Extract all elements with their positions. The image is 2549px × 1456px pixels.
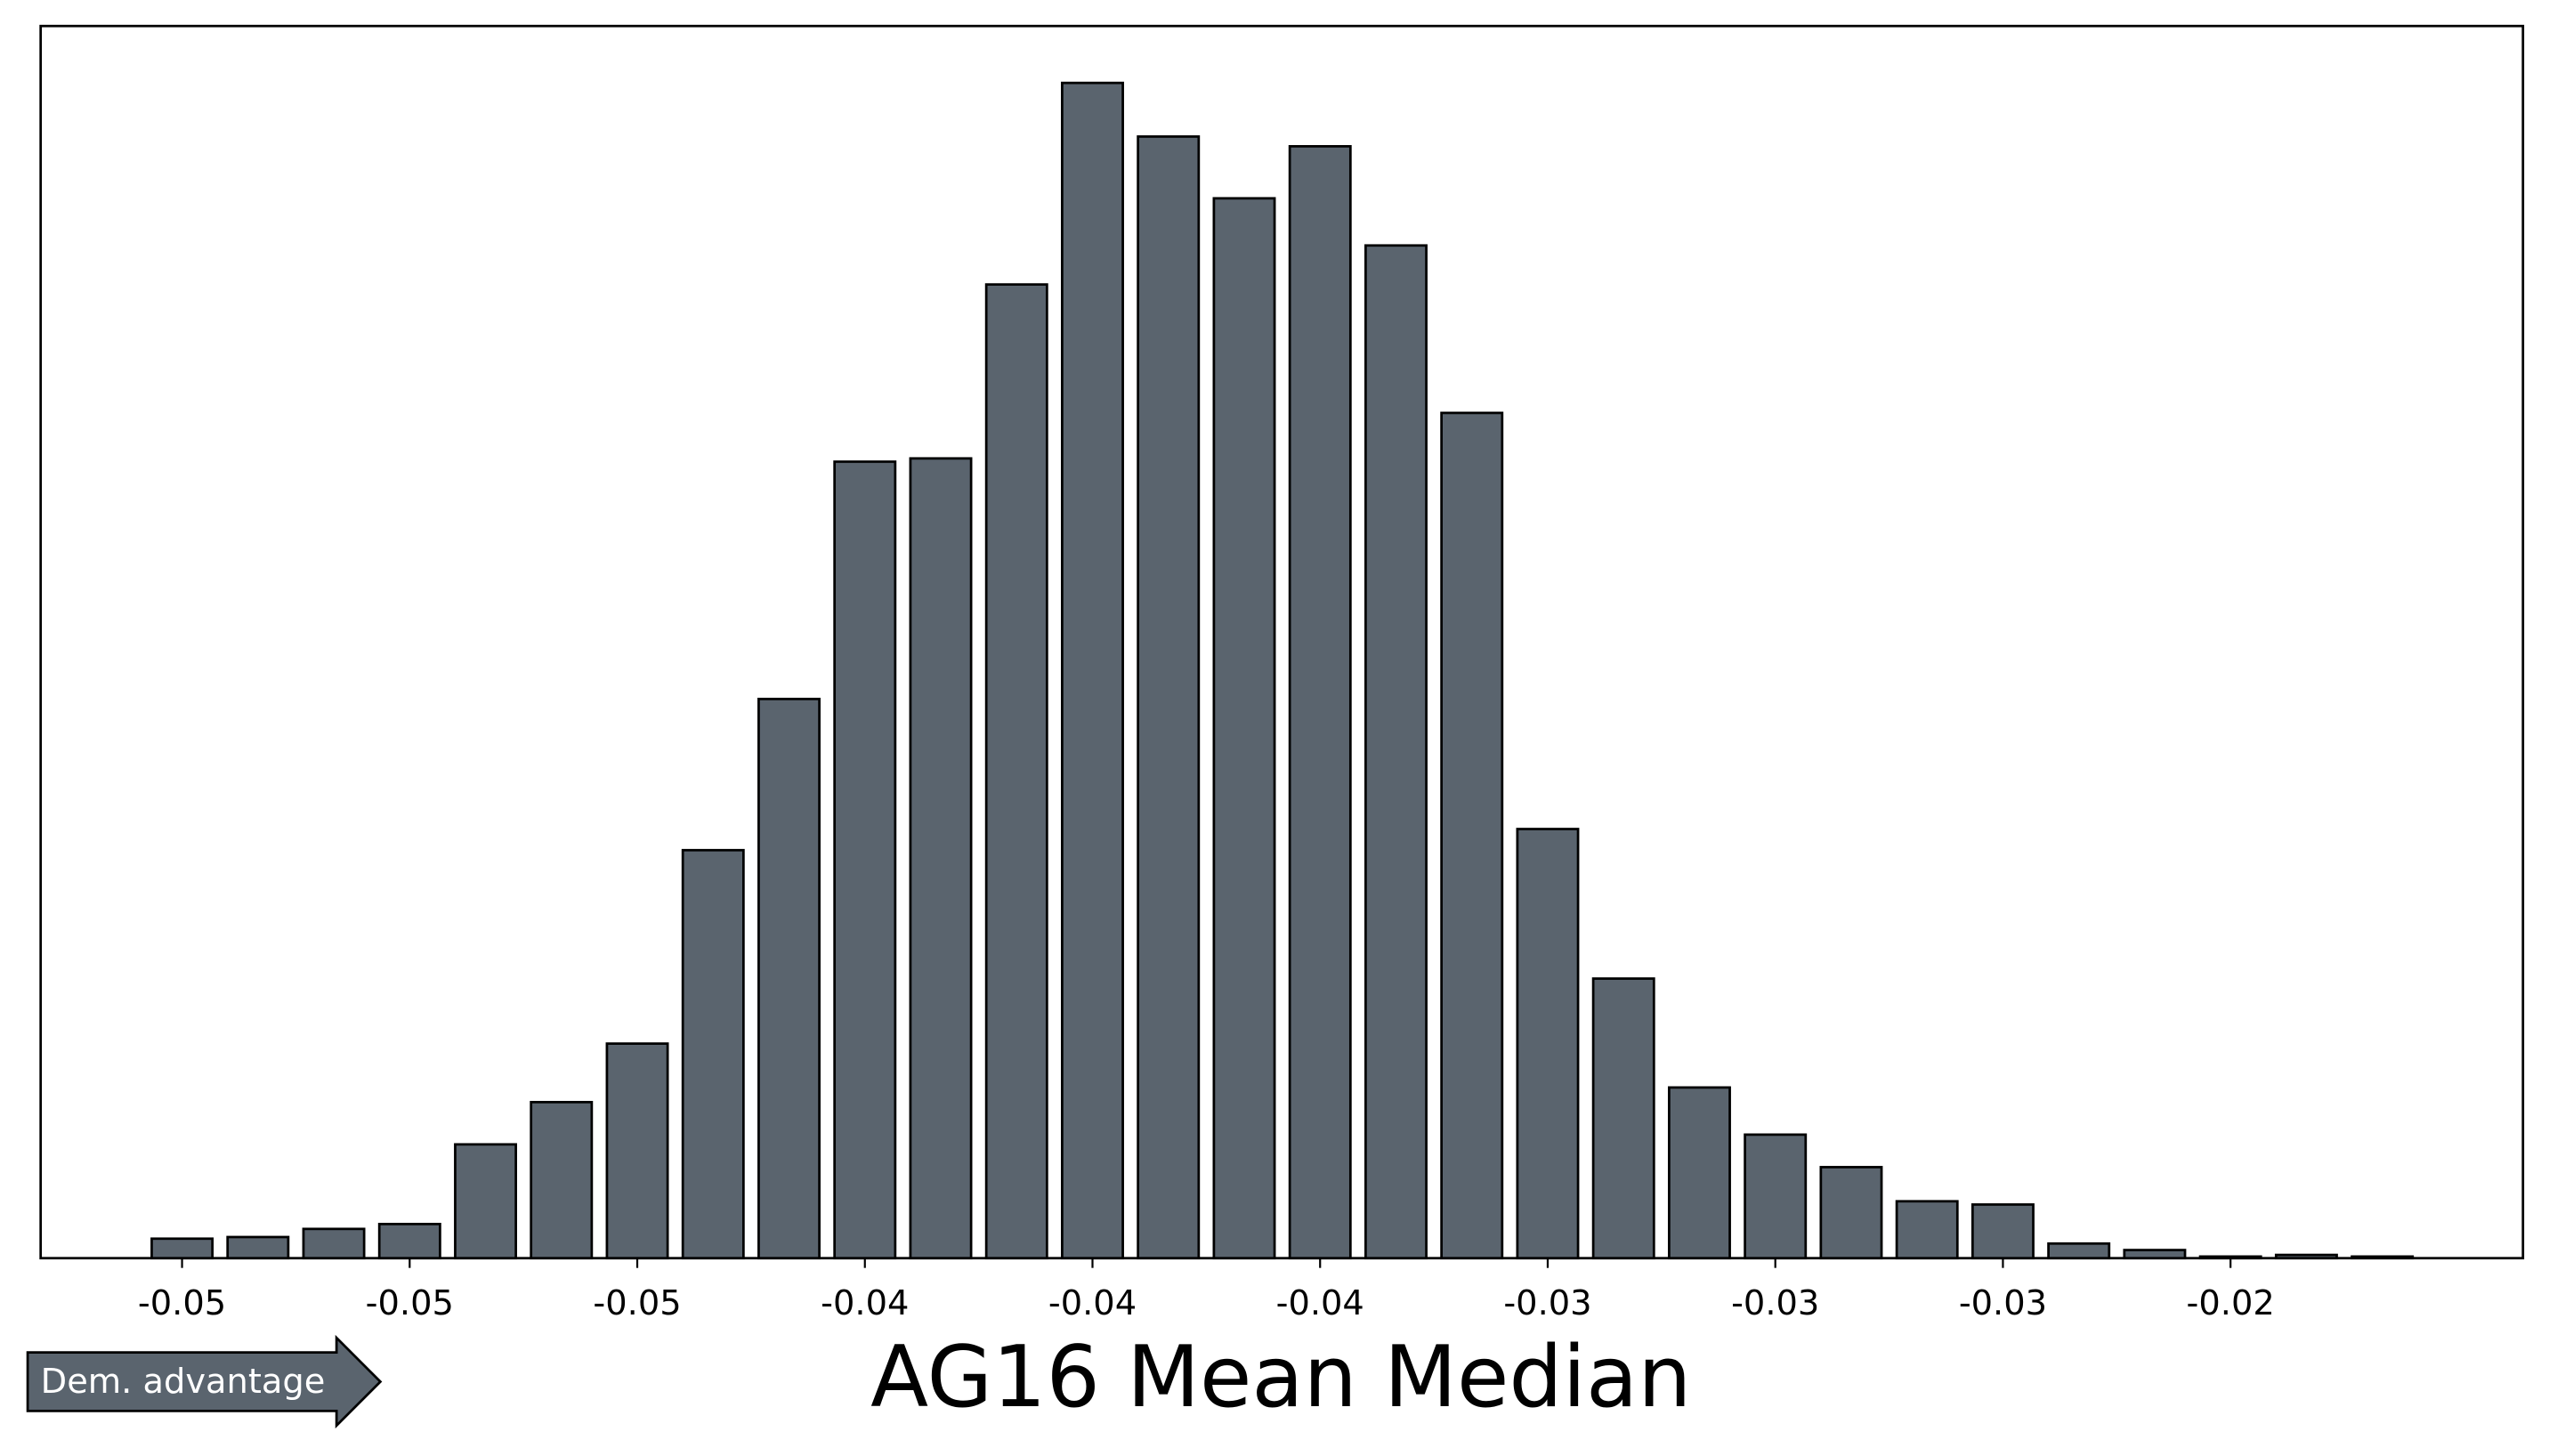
bar [1061,81,1124,1260]
x-tick-label: -0.05 [366,1283,454,1323]
bar [1212,197,1276,1260]
x-tick-label: -0.05 [138,1283,226,1323]
bar [1440,411,1504,1260]
bar [1895,1200,1959,1260]
bar [454,1143,517,1260]
x-tick-label: -0.03 [1503,1283,1591,1323]
plot-frame [39,24,2525,1260]
bar [1970,1203,2035,1260]
bar [1364,244,1428,1260]
x-tick-label: -0.05 [593,1283,681,1323]
bar [2047,1242,2111,1260]
x-tick-label: -0.03 [1731,1283,1819,1323]
annotation-arrow [26,1334,383,1429]
bar [909,457,973,1260]
bar [150,1237,214,1260]
bar [2198,1255,2262,1260]
x-tick-label: -0.02 [2187,1283,2275,1323]
bar [681,848,745,1260]
x-tick-label: -0.04 [821,1283,909,1323]
bar [605,1042,669,1260]
bar [2123,1249,2187,1260]
x-tick-label: -0.03 [1959,1283,2047,1323]
bar [2351,1255,2415,1260]
bar [226,1235,290,1260]
bar [1591,977,1655,1260]
bar [984,283,1048,1260]
bar [377,1222,441,1260]
bar [1744,1133,1808,1260]
bar [1667,1086,1731,1260]
bar [2274,1253,2338,1260]
bar [1516,828,1580,1260]
bar [1819,1166,1883,1260]
bar [302,1227,366,1260]
bar [757,698,821,1260]
bar [1137,135,1201,1260]
x-tick-label: -0.04 [1048,1283,1137,1323]
x-tick-label: -0.04 [1276,1283,1364,1323]
bar [530,1101,594,1260]
bar [1288,145,1352,1260]
x-axis-label: AG16 Mean Median [870,1329,1691,1427]
bar [833,460,897,1260]
annotation: Dem. advantage [41,1362,326,1402]
